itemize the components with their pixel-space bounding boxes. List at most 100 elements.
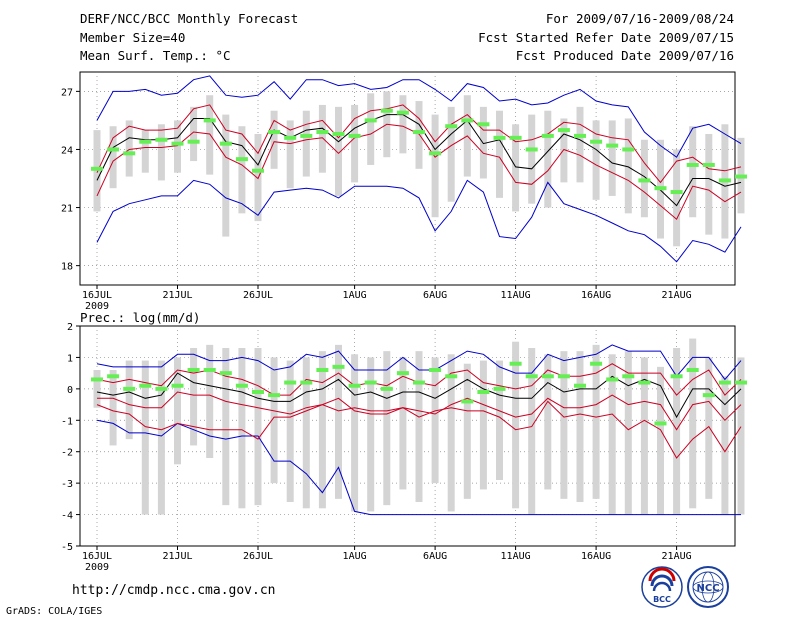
- y-tick-label: 24: [61, 145, 73, 156]
- range-box: [431, 357, 439, 484]
- median-marker: [493, 386, 506, 391]
- range-box: [415, 101, 423, 169]
- median-marker: [91, 166, 103, 171]
- median-marker: [364, 118, 377, 123]
- range-box: [109, 126, 117, 189]
- range-box: [689, 126, 697, 218]
- x-tick-label: 11AUG: [501, 551, 531, 562]
- range-box: [318, 104, 326, 173]
- median-marker: [139, 139, 152, 144]
- range-box: [383, 351, 391, 506]
- range-box: [447, 106, 455, 202]
- median-marker: [316, 130, 329, 135]
- range-box: [512, 341, 520, 509]
- range-box: [206, 95, 214, 175]
- forecast-start-date: Fcst Started Refer Date 2009/07/15: [478, 30, 734, 45]
- median-marker: [541, 374, 554, 379]
- median-marker: [735, 380, 747, 385]
- range-box: [351, 354, 359, 512]
- range-box: [705, 357, 713, 499]
- x-tick-label: 21JUL: [162, 551, 192, 562]
- median-marker: [429, 151, 442, 156]
- range-box: [576, 106, 584, 183]
- range-box: [141, 360, 149, 515]
- median-marker: [541, 133, 554, 138]
- grads-credit: GrADS: COLA/IGES: [6, 606, 103, 617]
- median-marker: [396, 110, 409, 115]
- range-box: [141, 130, 149, 173]
- median-marker: [348, 133, 361, 138]
- median-marker: [622, 374, 635, 379]
- range-box: [431, 114, 439, 218]
- bcc-logo-label: BCC: [653, 595, 671, 604]
- range-box: [286, 360, 294, 502]
- range-box: [673, 348, 681, 515]
- y-tick-label: 21: [61, 204, 73, 215]
- range-box: [673, 149, 681, 247]
- median-marker: [219, 141, 232, 146]
- x-tick-label: 6AUG: [423, 290, 447, 301]
- median-marker: [574, 133, 586, 138]
- median-marker: [123, 386, 136, 391]
- chart-title: DERF/NCC/BCC Monthly Forecast: [80, 11, 299, 26]
- member-size: Member Size=40: [80, 30, 186, 45]
- median-marker: [670, 374, 683, 379]
- median-marker: [477, 390, 490, 394]
- range-box: [463, 363, 471, 499]
- range-box: [157, 124, 165, 181]
- x-tick-label: 21AUG: [662, 551, 692, 562]
- range-box: [157, 360, 165, 515]
- bottom-panel-variable: Prec.: log(mm/d): [80, 310, 201, 325]
- median-marker: [332, 131, 345, 136]
- median-marker: [445, 374, 458, 379]
- range-box: [576, 351, 584, 502]
- median-marker: [107, 374, 120, 379]
- median-marker: [461, 118, 474, 123]
- x-tick-label: 16AUG: [581, 551, 611, 562]
- median-marker: [525, 147, 538, 152]
- range-box: [109, 370, 117, 446]
- range-box: [286, 120, 294, 189]
- y-tick-label: -1: [61, 416, 73, 427]
- range-box: [125, 120, 133, 177]
- max-line: [96, 75, 742, 158]
- range-box: [190, 106, 198, 162]
- lower-spread-line: [97, 391, 742, 431]
- median-marker: [107, 147, 120, 152]
- median-marker: [171, 383, 184, 388]
- median-marker: [380, 108, 393, 113]
- y-tick-label: 1: [67, 353, 73, 364]
- range-box: [447, 354, 455, 512]
- median-marker: [718, 380, 731, 385]
- top-panel-variable: Mean Surf. Temp.: °C: [80, 48, 231, 63]
- x-tick-label: 11AUG: [501, 290, 531, 301]
- plot-frame: [79, 71, 736, 286]
- range-box: [318, 351, 326, 509]
- range-box: [689, 338, 697, 509]
- median-marker: [557, 374, 570, 379]
- median-marker: [123, 151, 136, 156]
- range-box: [399, 95, 407, 154]
- source-url[interactable]: http://cmdp.ncc.cma.gov.cn: [72, 583, 276, 598]
- y-tick-label: -4: [61, 511, 73, 522]
- range-box: [270, 357, 278, 484]
- range-box: [592, 120, 600, 200]
- range-box: [721, 376, 729, 515]
- median-marker: [557, 128, 570, 133]
- x-tick-label: 6AUG: [423, 551, 447, 562]
- range-box: [528, 114, 536, 204]
- range-box: [335, 344, 342, 499]
- median-marker: [380, 386, 393, 391]
- median-marker: [686, 368, 699, 372]
- median-marker: [461, 399, 474, 404]
- median-marker: [638, 178, 651, 183]
- median-marker: [155, 137, 168, 142]
- x-tick-label: 1AUG: [343, 551, 367, 562]
- x-tick-label: 16JUL: [82, 290, 112, 301]
- precipitation-panel: -5 -4 -3 -2 -1 0 1 2 16JUL 21JUL 26JUL 1AUG 6AUG 11AU…: [61, 322, 747, 573]
- median-marker: [638, 380, 651, 385]
- median-marker: [364, 380, 377, 385]
- range-box: [496, 110, 503, 198]
- range-box: [544, 354, 552, 490]
- x-tick-label: 16AUG: [581, 290, 611, 301]
